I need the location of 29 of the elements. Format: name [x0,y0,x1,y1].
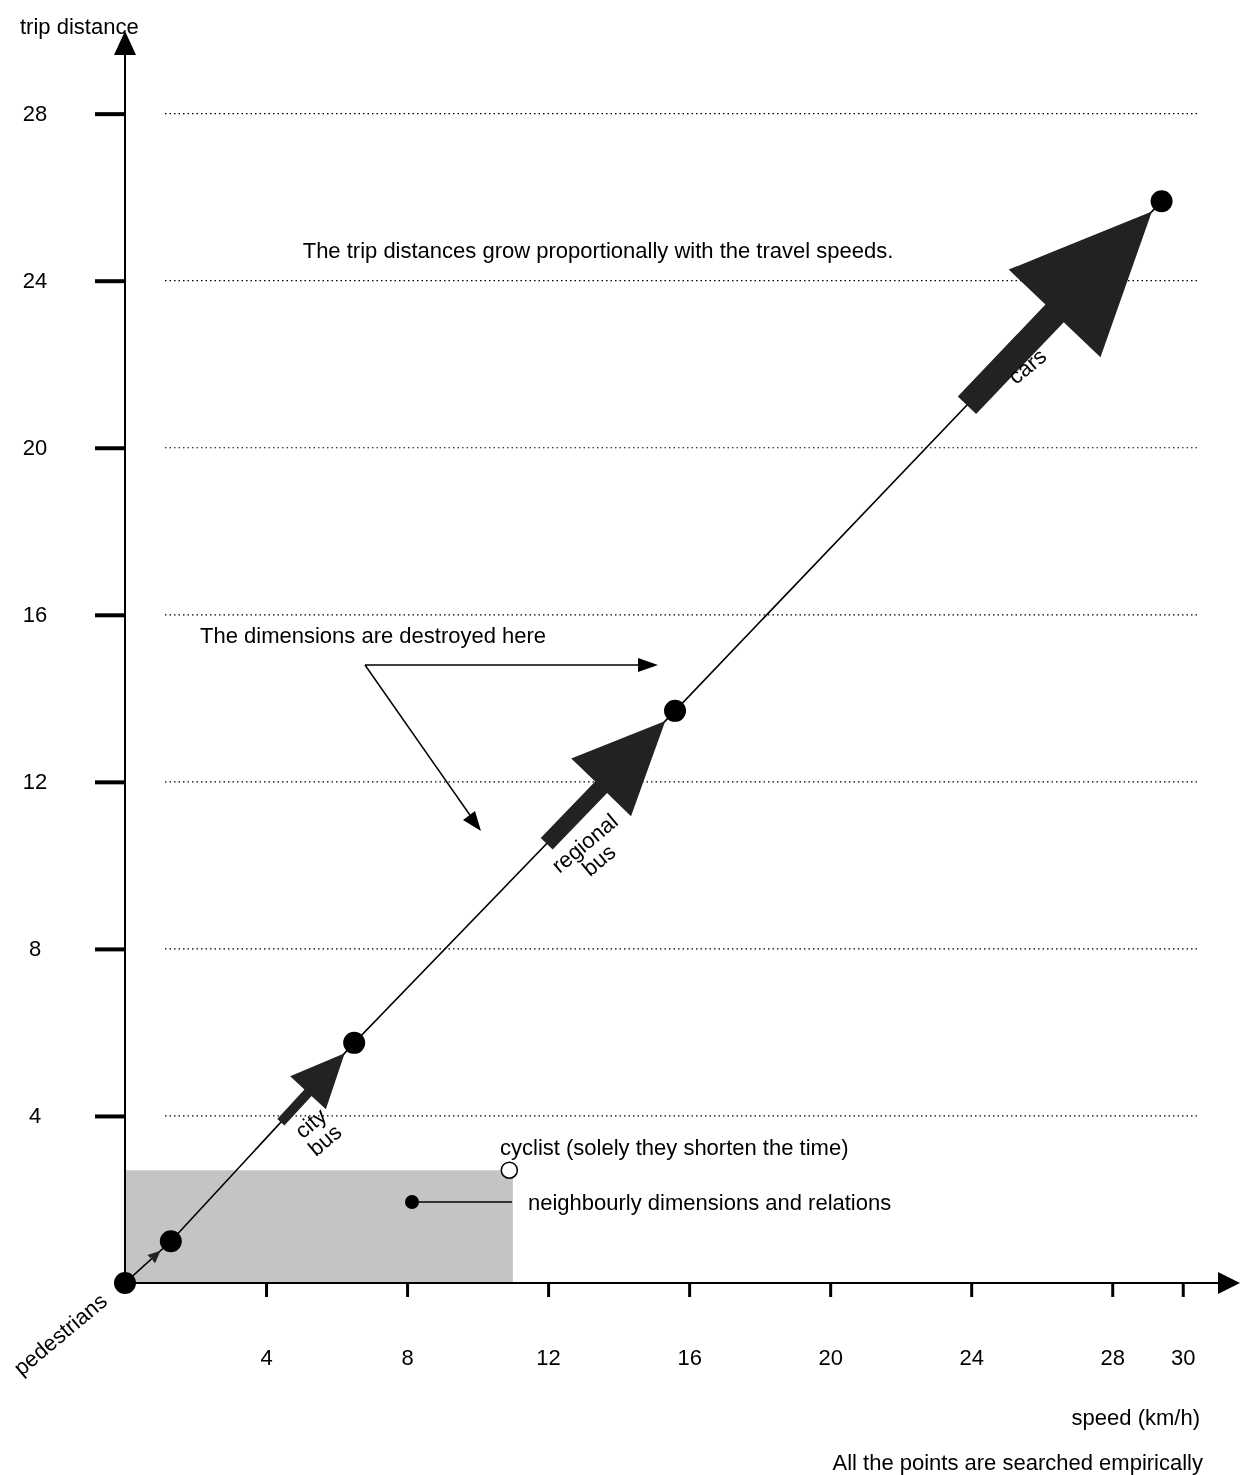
y-tick-label: 4 [28,1103,42,1129]
x-tick-label: 28 [1100,1344,1125,1370]
point [500,1161,519,1179]
x-tick-label: 4 [260,1344,273,1370]
annotation: The dimensions are destroyed here [200,623,547,648]
y-tick-label: 8 [28,936,42,962]
x-tick-label: 12 [536,1344,561,1370]
point [664,699,687,722]
text: All the points are searched empirically [832,1450,1203,1475]
x-tick-label: 30 [1171,1344,1196,1370]
y-tick-label: 28 [22,101,48,127]
point [343,1031,366,1054]
x-tick-label: 8 [401,1344,414,1370]
annotation: city bus [289,1103,347,1162]
annotation: cars [1003,343,1052,390]
annotation: neighbourly dimensions and relations [528,1190,892,1215]
y-axis-title: trip distance [20,14,139,39]
point [1150,190,1173,213]
y-tick-label: 20 [22,435,48,461]
annotation: The trip distances grow proportionally with the travel speeds. [302,238,894,263]
y-tick-label: 12 [22,769,48,795]
y-tick-label: 16 [22,602,48,628]
y-tick-label: 24 [22,268,48,294]
x-tick-label: 16 [677,1344,702,1370]
x-tick-label: 20 [818,1344,843,1370]
point [159,1230,182,1253]
x-tick-label: 24 [959,1344,984,1370]
x-axis-title: speed (km/h) [1071,1405,1200,1430]
annotation: cyclist (solely they shorten the time) [500,1135,849,1160]
